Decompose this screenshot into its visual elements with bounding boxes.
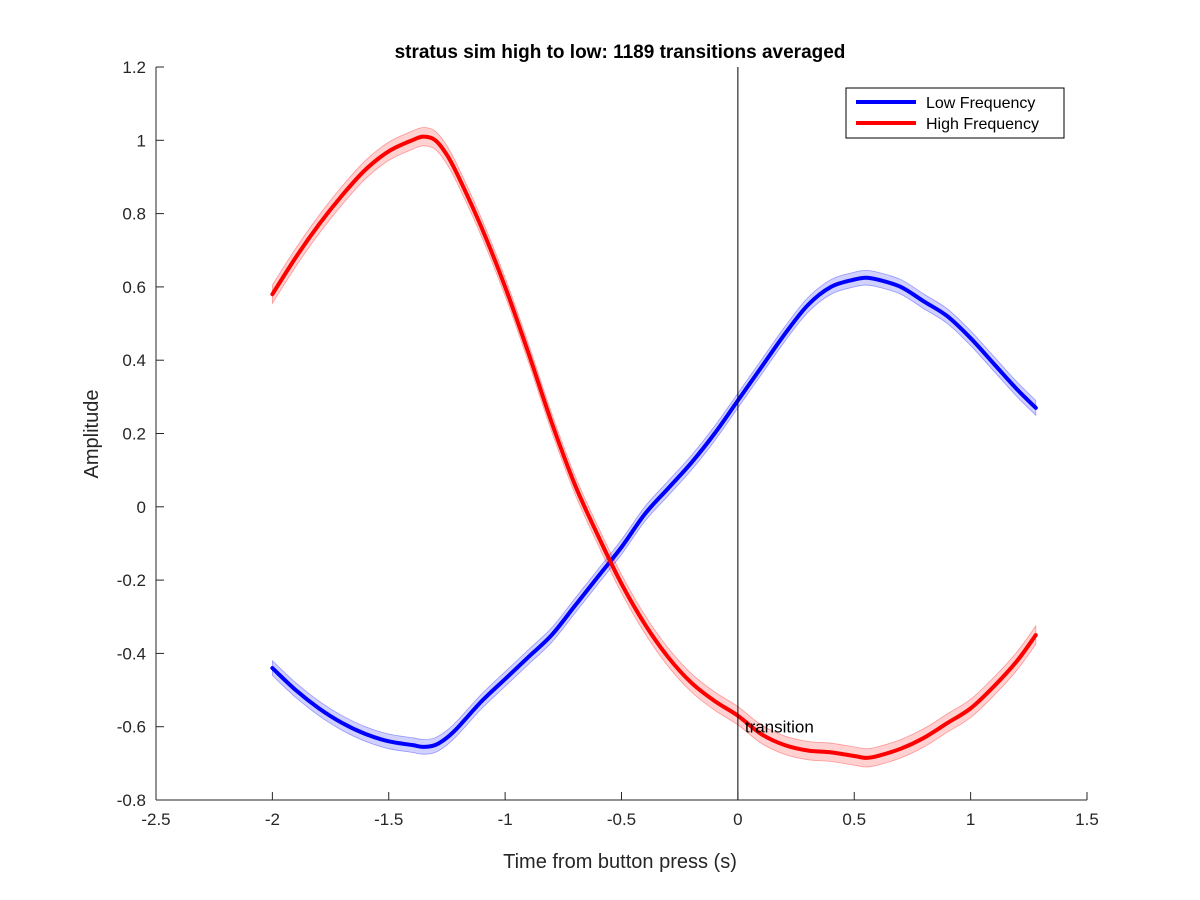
legend-box xyxy=(845,87,1065,139)
x-ticks: -2.5 -2 -1.5 -1 -0.5 0 0.5 1 1.5 xyxy=(141,792,1099,829)
x-tick-label: 1.5 xyxy=(1075,810,1099,829)
y-tick-label: 0.6 xyxy=(122,278,146,297)
x-tick-label: -1 xyxy=(498,810,513,829)
y-tick-label: -0.8 xyxy=(117,791,146,810)
y-tick-label: 0.8 xyxy=(122,205,146,224)
x-tick-label: -2 xyxy=(265,810,280,829)
x-tick-label: -0.5 xyxy=(607,810,636,829)
y-tick-label: 1.2 xyxy=(122,58,146,77)
y-tick-label: 0.4 xyxy=(122,351,146,370)
y-tick-label: 1 xyxy=(137,131,146,150)
chart-title: stratus sim high to low: 1189 transition… xyxy=(395,42,846,63)
annotation-label: transition xyxy=(745,718,814,737)
series-lines xyxy=(270,134,1038,760)
plot-area xyxy=(156,67,1087,800)
confidence-band-low-frequency xyxy=(271,270,1037,755)
y-ticks: -0.8 -0.6 -0.4 -0.2 0 0.2 0.4 0.6 0.8 1 1.2 xyxy=(117,58,164,810)
legend-label: Low Frequency xyxy=(926,95,1035,112)
y-axis-title: Amplitude xyxy=(81,390,103,479)
x-tick-label: 1 xyxy=(966,810,975,829)
x-tick-label: 0 xyxy=(733,810,742,829)
x-tick-label: -2.5 xyxy=(141,810,170,829)
x-tick-label: 0.5 xyxy=(842,810,866,829)
series-line-low-frequency xyxy=(270,275,1038,749)
x-tick-label: -1.5 xyxy=(374,810,403,829)
axes-background xyxy=(156,67,1087,800)
legend: Low Frequency High Frequency xyxy=(845,87,1065,139)
y-tick-label: -0.6 xyxy=(117,718,146,737)
y-tick-label: -0.4 xyxy=(117,644,146,663)
y-tick-label: -0.2 xyxy=(117,571,146,590)
legend-label: High Frequency xyxy=(926,116,1039,133)
y-tick-label: 0.2 xyxy=(122,425,146,444)
annotations: transition xyxy=(745,718,814,737)
y-tick-label: 0 xyxy=(137,498,146,517)
series-line-high-frequency xyxy=(270,134,1038,760)
x-axis-title: Time from button press (s) xyxy=(503,851,737,873)
